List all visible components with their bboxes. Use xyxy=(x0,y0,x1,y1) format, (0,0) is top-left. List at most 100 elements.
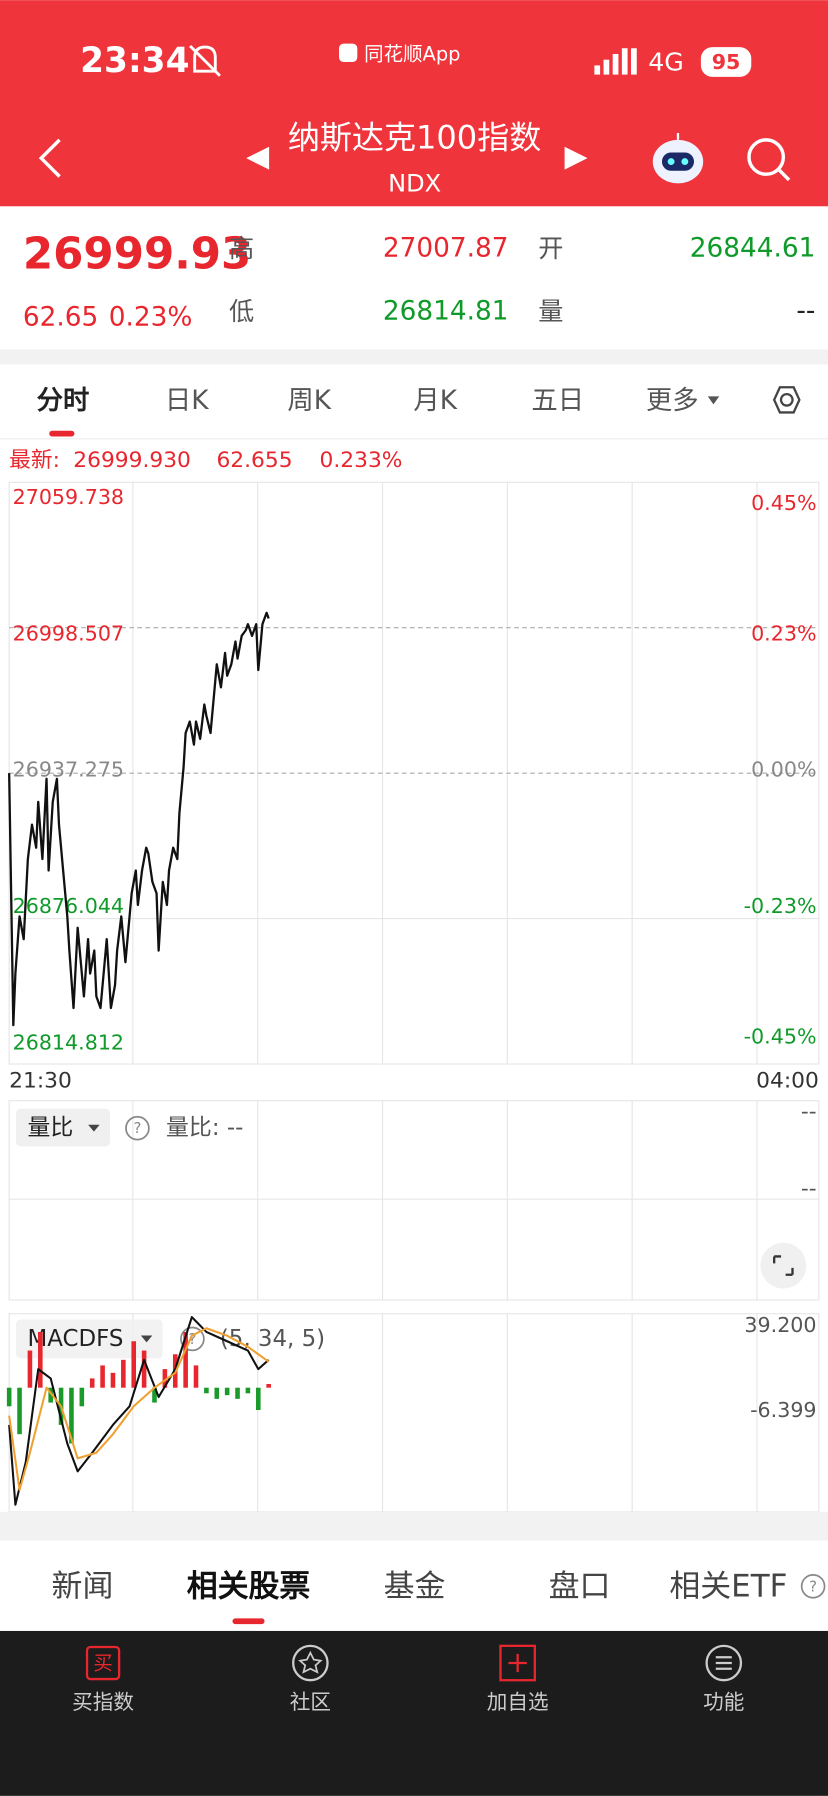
macd-bar xyxy=(214,1387,220,1399)
change-pct: 0.23% xyxy=(109,302,193,332)
macd-bar xyxy=(100,1365,105,1388)
dropdown-arrow xyxy=(140,1335,153,1343)
nav-icon: 买 xyxy=(93,1652,112,1675)
macd-bar xyxy=(266,1383,271,1388)
y-tick-label: 26814.812 xyxy=(13,1030,124,1054)
latest-change: 62.655 xyxy=(216,448,292,473)
open: 26844.61 xyxy=(690,234,816,264)
mute-icon xyxy=(189,44,221,77)
tab[interactable]: 日K xyxy=(165,386,209,416)
indicator-params: (5, 34, 5) xyxy=(220,1326,325,1352)
volume: -- xyxy=(796,297,815,327)
y2-tick-label: -0.45% xyxy=(744,1024,817,1048)
prev-button[interactable] xyxy=(246,146,270,170)
volume-grid xyxy=(9,1100,819,1300)
y-tick-label: 27059.738 xyxy=(13,485,124,509)
help-icon[interactable] xyxy=(125,1115,150,1141)
indicator-value: 量比: -- xyxy=(166,1115,243,1141)
open-label: 开 xyxy=(538,234,563,263)
macd-bar xyxy=(17,1387,22,1435)
macd-bar xyxy=(245,1387,251,1394)
x-tick-label: 21:30 xyxy=(9,1069,72,1094)
macd-bar xyxy=(193,1365,199,1388)
app-name: 同花顺App xyxy=(364,42,460,65)
separator xyxy=(0,1511,828,1541)
tab[interactable]: 更多 xyxy=(646,386,699,416)
info-tab[interactable]: 基金 xyxy=(384,1568,446,1604)
next-button[interactable] xyxy=(564,146,588,170)
axis-label: -- xyxy=(801,1100,817,1125)
macd-bar xyxy=(121,1359,126,1388)
help-mark: ? xyxy=(809,1577,817,1595)
nav-item[interactable]: 功能 xyxy=(703,1644,744,1714)
latest-price: 26999.930 xyxy=(73,448,191,473)
tab[interactable]: 五日 xyxy=(531,386,584,416)
help-icon[interactable] xyxy=(800,1573,826,1599)
dropdown-arrow xyxy=(707,396,720,405)
high-label: 高 xyxy=(229,234,254,263)
macd-bar xyxy=(131,1341,137,1388)
macd-bar xyxy=(48,1387,53,1403)
expand-button[interactable] xyxy=(760,1242,807,1289)
indicator-selector[interactable] xyxy=(16,1108,110,1147)
axis-label: -- xyxy=(801,1176,817,1201)
tab[interactable]: 分时 xyxy=(37,386,90,416)
macd-bar xyxy=(162,1369,168,1388)
info-tab[interactable]: 盘口 xyxy=(549,1568,611,1604)
macd-bar xyxy=(27,1350,33,1388)
help-icon[interactable] xyxy=(180,1326,205,1352)
macd-bar xyxy=(224,1387,230,1396)
info-tab[interactable]: 相关ETF xyxy=(669,1568,787,1604)
y-tick-label: 26998.507 xyxy=(13,621,124,645)
volume-frame xyxy=(8,1100,820,1301)
latest-label: 最新: xyxy=(9,448,60,473)
network: 4G xyxy=(648,47,684,76)
settings-button[interactable] xyxy=(772,386,801,414)
latest-pct: 0.233% xyxy=(320,448,403,473)
nav-item[interactable]: 社区 xyxy=(290,1644,331,1714)
y-tick-label: -6.399 xyxy=(750,1398,816,1422)
macd-line xyxy=(8,1327,270,1491)
nav-label: 加自选 xyxy=(487,1690,549,1714)
nav-bar xyxy=(0,1630,828,1796)
y2-tick-label: 0.45% xyxy=(751,491,816,515)
volume-label: 量 xyxy=(538,297,563,326)
selector-label: 量比 xyxy=(27,1115,73,1141)
low: 26814.81 xyxy=(383,297,509,327)
macd-bar xyxy=(204,1387,209,1394)
macd-bar xyxy=(79,1387,85,1407)
nav-label: 功能 xyxy=(703,1690,744,1714)
title: 纳斯达克100指数 xyxy=(288,119,541,157)
assistant-button[interactable] xyxy=(652,132,704,184)
tab[interactable]: 周K xyxy=(287,386,331,416)
nav-item[interactable]: 买 买指数 xyxy=(72,1645,134,1714)
y2-tick-label: 0.00% xyxy=(751,758,816,782)
separator xyxy=(0,349,828,365)
macd-bar xyxy=(235,1387,240,1399)
nav-item[interactable]: 加自选 xyxy=(487,1644,549,1714)
y-tick-label: 26937.275 xyxy=(13,758,124,782)
macd-bar xyxy=(89,1378,95,1388)
tab-indicator xyxy=(232,1618,265,1625)
macd-bar xyxy=(6,1387,12,1407)
selector-label: MACDFS xyxy=(27,1326,123,1352)
tab[interactable]: 月K xyxy=(413,386,457,416)
indicator-selector[interactable] xyxy=(16,1319,163,1359)
dropdown-arrow xyxy=(88,1124,100,1132)
search-button[interactable] xyxy=(747,138,791,182)
help-mark: ? xyxy=(188,1330,196,1348)
nav-label: 买指数 xyxy=(72,1690,134,1714)
info-tab[interactable]: 相关股票 xyxy=(187,1568,311,1604)
macd-bar xyxy=(69,1387,74,1444)
info-tab[interactable]: 新闻 xyxy=(52,1568,114,1604)
help-mark: ? xyxy=(133,1119,141,1137)
battery xyxy=(700,47,752,77)
high: 27007.87 xyxy=(383,234,509,264)
signal-icon xyxy=(594,48,637,75)
macd-bar xyxy=(141,1350,147,1388)
y-tick-label: 26876.044 xyxy=(13,894,124,918)
tab-indicator xyxy=(49,430,75,437)
macd-bar xyxy=(152,1387,157,1403)
back-button[interactable] xyxy=(38,138,61,178)
